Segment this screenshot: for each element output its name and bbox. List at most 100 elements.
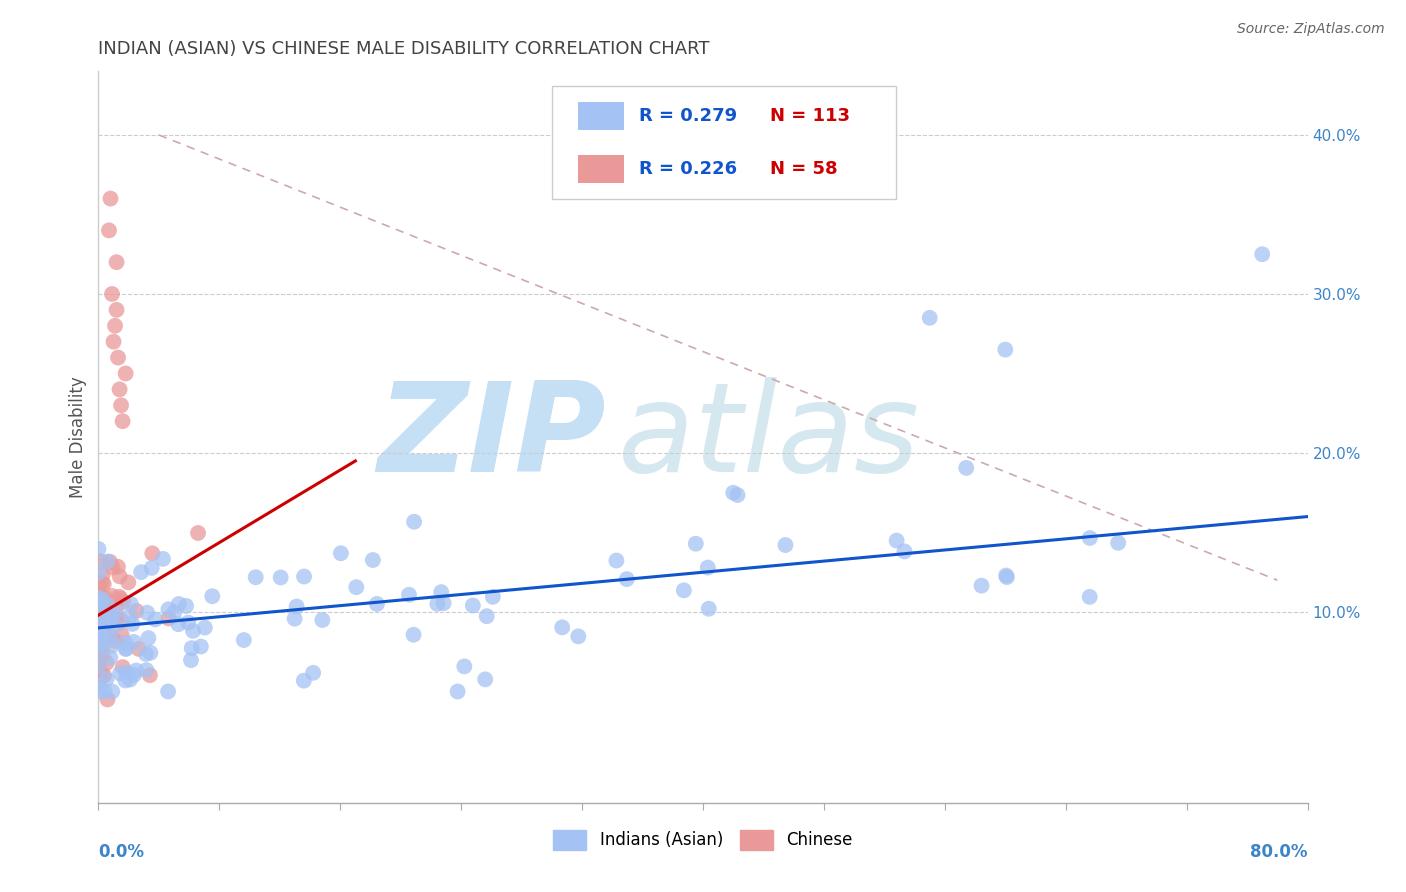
Point bbox=[107, 559, 129, 574]
Point bbox=[121, 616, 143, 631]
Point bbox=[87, 579, 110, 593]
Point bbox=[775, 538, 797, 552]
Point bbox=[245, 570, 267, 584]
Point bbox=[181, 624, 204, 638]
Text: atlas: atlas bbox=[619, 376, 921, 498]
Point bbox=[122, 668, 145, 682]
Point bbox=[139, 646, 162, 660]
Point bbox=[91, 648, 114, 663]
Point bbox=[135, 647, 157, 661]
Point bbox=[104, 318, 127, 333]
Point bbox=[1251, 247, 1274, 261]
Point bbox=[329, 546, 352, 560]
Point bbox=[344, 580, 367, 594]
Point bbox=[1078, 531, 1101, 545]
Point bbox=[89, 605, 111, 619]
Point bbox=[433, 596, 456, 610]
Point bbox=[87, 566, 110, 580]
Point bbox=[292, 673, 315, 688]
Point bbox=[89, 684, 111, 698]
Point bbox=[1107, 536, 1129, 550]
Text: ZIP: ZIP bbox=[378, 376, 606, 498]
Point bbox=[90, 638, 112, 652]
Point bbox=[187, 526, 209, 541]
Point bbox=[141, 561, 163, 575]
Point bbox=[87, 582, 110, 596]
Point bbox=[104, 607, 127, 621]
Text: R = 0.279: R = 0.279 bbox=[638, 107, 737, 125]
Point bbox=[105, 618, 128, 632]
Point bbox=[567, 629, 589, 643]
Point bbox=[105, 605, 128, 619]
Point bbox=[90, 606, 112, 620]
Point bbox=[893, 544, 915, 558]
Point bbox=[89, 613, 111, 627]
Point bbox=[101, 560, 124, 574]
Point bbox=[90, 668, 112, 682]
Point bbox=[110, 591, 132, 606]
Point bbox=[482, 590, 505, 604]
Point bbox=[474, 673, 496, 687]
Point bbox=[180, 653, 202, 667]
Point bbox=[430, 585, 453, 599]
FancyBboxPatch shape bbox=[551, 86, 897, 200]
Point bbox=[101, 287, 124, 301]
Point bbox=[87, 541, 110, 556]
Point bbox=[157, 684, 180, 698]
Point bbox=[190, 640, 212, 654]
Point bbox=[111, 660, 134, 674]
Point bbox=[302, 665, 325, 680]
Point bbox=[87, 637, 110, 651]
Point bbox=[135, 663, 157, 677]
Point bbox=[114, 636, 136, 650]
Point bbox=[94, 625, 117, 640]
Point bbox=[292, 569, 315, 583]
Point bbox=[125, 604, 148, 618]
Point bbox=[100, 609, 122, 624]
Text: Source: ZipAtlas.com: Source: ZipAtlas.com bbox=[1237, 22, 1385, 37]
Text: N = 58: N = 58 bbox=[769, 161, 837, 178]
Point bbox=[108, 569, 131, 583]
Point bbox=[402, 628, 425, 642]
Point bbox=[89, 618, 111, 632]
Point bbox=[114, 367, 136, 381]
Point bbox=[727, 488, 749, 502]
Point bbox=[98, 650, 121, 665]
Point bbox=[139, 668, 162, 682]
Point bbox=[89, 554, 111, 568]
Point bbox=[114, 673, 136, 688]
Point bbox=[118, 673, 141, 687]
Point bbox=[311, 613, 333, 627]
Point bbox=[108, 590, 131, 604]
Point bbox=[157, 611, 180, 625]
Point bbox=[87, 591, 110, 605]
Point bbox=[1078, 590, 1101, 604]
Point bbox=[117, 575, 139, 590]
Point bbox=[105, 302, 128, 317]
Point bbox=[98, 223, 121, 237]
Point bbox=[995, 568, 1018, 582]
Point bbox=[180, 641, 202, 656]
Point bbox=[201, 589, 224, 603]
Point bbox=[605, 553, 627, 567]
Point bbox=[87, 616, 110, 631]
Point bbox=[152, 552, 174, 566]
Point bbox=[91, 629, 114, 643]
Point bbox=[91, 576, 114, 591]
Point bbox=[96, 692, 118, 706]
Point bbox=[87, 597, 110, 611]
Point bbox=[108, 666, 131, 681]
Point bbox=[141, 546, 163, 560]
Point bbox=[111, 614, 134, 628]
Point bbox=[87, 624, 110, 638]
Point bbox=[685, 537, 707, 551]
Point bbox=[163, 606, 186, 620]
Point bbox=[138, 631, 160, 645]
Point bbox=[125, 664, 148, 678]
Text: 0.0%: 0.0% bbox=[98, 843, 145, 861]
Point bbox=[361, 553, 384, 567]
Point bbox=[89, 616, 111, 631]
Point bbox=[108, 383, 131, 397]
Point bbox=[87, 645, 110, 659]
Point bbox=[723, 485, 745, 500]
